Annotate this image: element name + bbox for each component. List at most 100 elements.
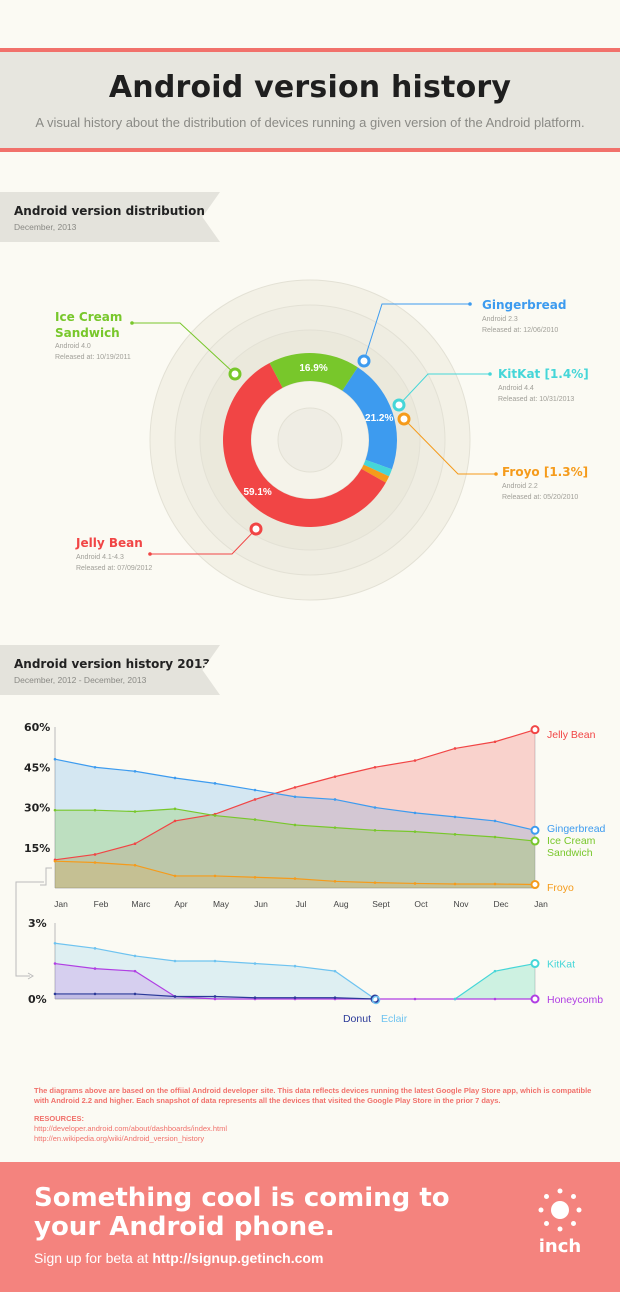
slice-name: Gingerbread (482, 298, 567, 312)
series-label: Froyo (547, 882, 574, 894)
section-subtitle: December, 2013 (14, 222, 77, 232)
donut-slice (222, 362, 386, 527)
x-tick-label: May (213, 899, 230, 909)
signup-prefix: Sign up for beta at (34, 1250, 153, 1266)
resource-link[interactable]: http://en.wikipedia.org/wiki/Android_ver… (34, 1134, 205, 1143)
data-point (213, 995, 217, 998)
slice-release-date: Released at: 10/19/2011 (55, 354, 131, 361)
data-point (413, 997, 417, 1001)
callout-end-dot (130, 321, 134, 325)
slice-name: Froyo [1.3%] (502, 465, 588, 479)
slice-name: Jelly Bean (75, 536, 143, 550)
resources: RESOURCES: http://developer.android.com/… (34, 1114, 227, 1144)
data-point (293, 964, 297, 968)
data-point (253, 875, 257, 879)
data-point (253, 962, 257, 965)
series-end-marker (530, 725, 540, 735)
inch-logo: inch (530, 1186, 590, 1266)
series-end-marker (371, 995, 381, 1005)
donut-slice (269, 353, 358, 391)
y-tick-label: 15% (24, 842, 50, 855)
y-tick-label: 45% (24, 761, 50, 774)
x-tick-label: Apr (174, 899, 187, 909)
series-area (55, 963, 535, 999)
slice-percent-label: 21.2% (365, 413, 393, 424)
data-point (93, 967, 97, 970)
resources-heading: RESOURCES: (34, 1114, 85, 1123)
slice-percent-label: 16.9% (299, 363, 327, 374)
data-point (493, 819, 497, 823)
data-point (213, 874, 217, 878)
data-point (373, 765, 377, 769)
callout-marker (397, 412, 411, 426)
page-subtitle: A visual history about the distribution … (35, 115, 585, 130)
series-area (55, 759, 535, 888)
data-point (373, 881, 377, 884)
callout-end-dot (148, 552, 152, 556)
slice-version: Android 4.0 (55, 343, 91, 350)
x-tick-label: Jun (254, 899, 268, 909)
data-point (293, 877, 297, 880)
x-tick-label: Sept (372, 899, 390, 909)
slice-version: Android 4.1-4.3 (76, 554, 124, 561)
data-point (493, 997, 497, 1001)
callout-line (363, 303, 470, 362)
data-point (53, 808, 57, 812)
data-point (53, 859, 57, 863)
series-area (55, 808, 535, 888)
data-point (133, 863, 137, 867)
series-area (55, 861, 535, 888)
callout-line (132, 322, 236, 375)
data-point (453, 882, 457, 886)
data-point (253, 798, 257, 801)
slice-name-line1: Ice Cream (55, 310, 122, 324)
slice-version: Android 4.4 (498, 385, 534, 392)
data-point (93, 992, 97, 996)
distribution-donut-chart: 21.2% 59.1% 16.9% Gingerbread Android 2.3 Rel… (55, 279, 589, 601)
series-end-marker (530, 836, 540, 846)
series-label: Donut (343, 1013, 371, 1025)
data-point (333, 879, 337, 883)
data-point (413, 830, 417, 833)
header-bottom-line (0, 148, 620, 152)
data-point (173, 819, 177, 823)
slice-name: KitKat [1.4%] (498, 367, 589, 381)
series-label: KitKat (547, 959, 575, 971)
data-point (253, 818, 257, 821)
callout-end-dot (468, 302, 472, 306)
zoom-bracket (40, 867, 52, 886)
data-point (493, 882, 497, 886)
data-point (173, 776, 177, 780)
slice-release-date: Released at: 05/20/2010 (502, 494, 578, 501)
data-point (173, 874, 177, 878)
data-point (53, 757, 57, 761)
slice-release-date: Released at: 10/31/2013 (498, 396, 574, 403)
resource-link[interactable]: http://developer.android.com/about/dashb… (34, 1124, 228, 1133)
callout-line (403, 418, 496, 475)
header-top-line (0, 48, 620, 52)
y-tick-label: 0% (28, 993, 47, 1006)
data-point (133, 954, 137, 958)
y-tick-label: 30% (24, 802, 50, 815)
data-point (373, 829, 377, 832)
zoom-arrow-icon (27, 972, 34, 980)
data-point (53, 992, 57, 996)
data-point (453, 997, 457, 1001)
data-point (493, 969, 497, 973)
series-label-line2: Sandwich (547, 847, 593, 859)
signup-link[interactable]: http://signup.getinch.com (152, 1250, 324, 1266)
data-point (133, 769, 137, 773)
data-point (333, 969, 337, 973)
donut-slice (363, 459, 392, 477)
data-point (93, 861, 97, 864)
data-point (173, 995, 177, 998)
y-tick-label: 60% (24, 721, 50, 734)
x-tick-label: Jan (54, 899, 68, 909)
section-title: Android version history 2013 (14, 657, 211, 671)
data-point (93, 765, 97, 769)
series-end-marker (530, 825, 540, 835)
data-point (293, 823, 297, 827)
data-point (213, 997, 217, 1001)
callout-line (150, 528, 257, 555)
data-point (53, 962, 57, 965)
